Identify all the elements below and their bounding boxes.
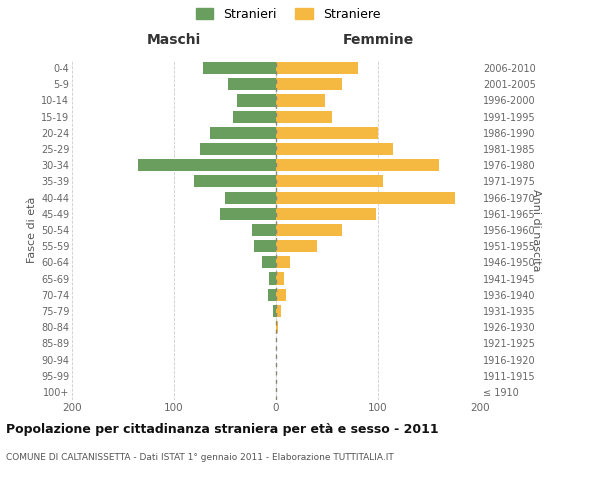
Bar <box>276 143 394 155</box>
Bar <box>233 110 276 122</box>
Text: Maschi: Maschi <box>147 33 201 47</box>
Bar <box>276 208 376 220</box>
Bar <box>276 176 383 188</box>
Legend: Stranieri, Straniere: Stranieri, Straniere <box>191 2 385 26</box>
Bar <box>276 78 342 90</box>
Bar <box>228 78 276 90</box>
Bar <box>268 288 276 301</box>
Bar <box>276 256 290 268</box>
Text: Popolazione per cittadinanza straniera per età e sesso - 2011: Popolazione per cittadinanza straniera p… <box>6 422 439 436</box>
Bar <box>199 143 276 155</box>
Bar <box>276 127 378 139</box>
Bar <box>276 288 286 301</box>
Bar <box>237 94 276 106</box>
Text: COMUNE DI CALTANISSETTA - Dati ISTAT 1° gennaio 2011 - Elaborazione TUTTITALIA.I: COMUNE DI CALTANISSETTA - Dati ISTAT 1° … <box>6 452 394 462</box>
Bar <box>210 127 276 139</box>
Bar <box>262 256 276 268</box>
Bar <box>269 272 276 284</box>
Bar <box>139 159 276 172</box>
Bar <box>276 159 439 172</box>
Bar <box>276 110 332 122</box>
Bar <box>194 176 276 188</box>
Bar <box>276 192 455 203</box>
Y-axis label: Anni di nascita: Anni di nascita <box>531 188 541 271</box>
Bar <box>276 62 358 74</box>
Bar <box>276 321 278 333</box>
Bar <box>220 208 276 220</box>
Bar <box>276 224 342 236</box>
Text: Femmine: Femmine <box>343 33 413 47</box>
Bar <box>254 240 276 252</box>
Bar <box>251 224 276 236</box>
Bar <box>276 305 281 317</box>
Bar <box>276 94 325 106</box>
Bar <box>276 240 317 252</box>
Bar <box>276 272 284 284</box>
Bar <box>203 62 276 74</box>
Bar <box>273 305 276 317</box>
Bar <box>225 192 276 203</box>
Y-axis label: Fasce di età: Fasce di età <box>26 197 37 263</box>
